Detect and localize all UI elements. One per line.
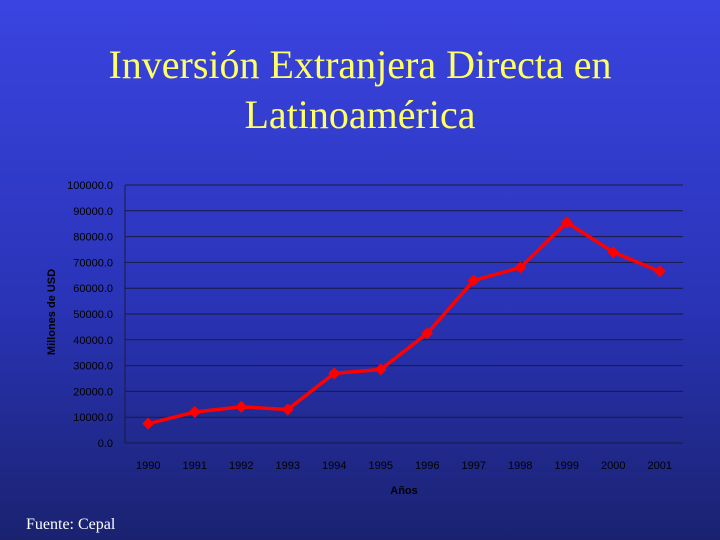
y-tick-label: 40000.0 [73,335,113,347]
data-point-marker [281,403,294,416]
data-point-marker [607,246,620,259]
slide-title-line-2: Latinoamérica [244,92,476,137]
data-point-marker [374,363,387,376]
series-group [142,216,666,430]
y-tick-label: 100000.0 [67,180,113,192]
data-point-marker [421,327,434,340]
x-tick-label: 1996 [415,460,439,472]
y-tick-label: 90000.0 [73,206,113,218]
y-axis-ticks: 0.0 10000.0 20000.0 30000.0 40000.0 50000.0 60… [67,180,113,450]
y-tick-label: 30000.0 [73,361,113,373]
x-axis-title: Años [390,485,418,497]
data-point-marker [653,265,666,278]
y-tick-label: 50000.0 [73,309,113,321]
x-tick-label: 1993 [276,460,300,472]
data-point-marker [514,261,527,274]
data-point-marker [328,367,341,380]
x-axis-ticks: 1990 1991 1992 1993 1994 1995 1996 1997 1998 1999… [136,460,672,472]
y-tick-label: 80000.0 [73,232,113,244]
data-point-marker [142,417,155,430]
y-tick-label: 10000.0 [73,412,113,424]
y-tick-label: 20000.0 [73,386,113,398]
series-line [147,220,661,426]
x-tick-label: 1992 [229,460,253,472]
y-axis-title: Millones de USD [46,269,58,355]
data-point-marker [467,274,480,287]
y-tick-label: 70000.0 [73,257,113,269]
x-tick-label: 2001 [648,460,672,472]
y-tick-label: 60000.0 [73,283,113,295]
x-tick-label: 1997 [462,460,486,472]
x-tick-label: 1990 [136,460,160,472]
x-tick-label: 1995 [369,460,393,472]
x-tick-label: 1999 [555,460,579,472]
slide-title-line-1: Inversión Extranjera Directa en [108,42,612,87]
x-tick-label: 1991 [183,460,207,472]
x-tick-label: 1998 [508,460,532,472]
data-point-marker [560,216,573,229]
data-point-marker [188,406,201,419]
x-tick-label: 2000 [601,460,625,472]
chart-gridlines [124,184,683,444]
y-tick-label: 0.0 [98,438,113,450]
slide-title: Inversión Extranjera Directa en Latinoam… [0,40,720,140]
x-tick-label: 1994 [322,460,346,472]
data-point-marker [235,400,248,413]
source-note: Fuente: Cepal [26,516,116,533]
